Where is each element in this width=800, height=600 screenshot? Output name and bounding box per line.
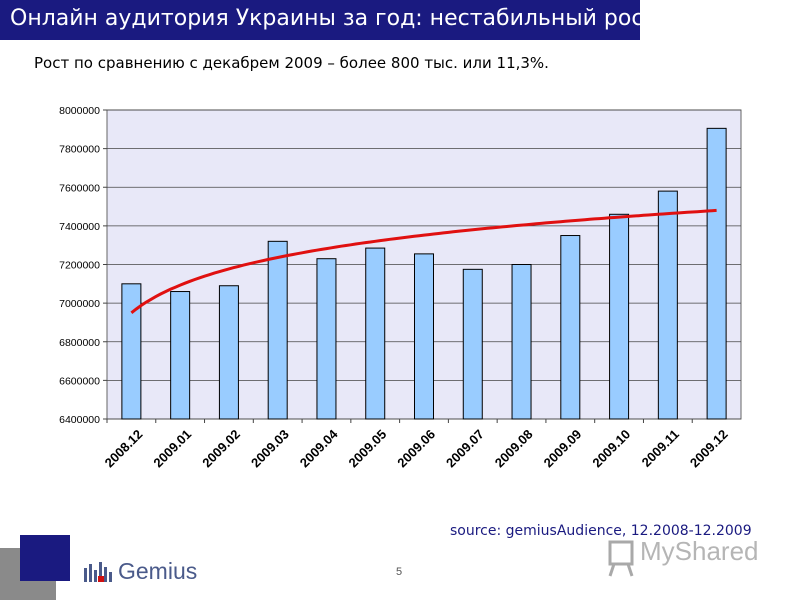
bar <box>218 285 239 420</box>
x-tick-label: 2009.09 <box>541 427 585 471</box>
bar-chart: 6400000 6600000 6800000 7000000 7200000 74000… <box>59 105 742 471</box>
bar <box>316 258 337 420</box>
x-tick-label: 2009.01 <box>150 427 194 471</box>
watermark-icon <box>608 540 634 577</box>
x-tick-label: 2009.06 <box>394 427 438 471</box>
bar <box>170 291 191 420</box>
y-tick-label: 6400000 <box>59 414 100 426</box>
bar <box>365 247 386 420</box>
bar <box>462 268 483 420</box>
x-tick-label: 2009.07 <box>443 427 487 471</box>
x-tick-label: 2008.12 <box>102 427 146 471</box>
bar <box>414 253 434 420</box>
decor-square-blue <box>20 535 70 581</box>
bar <box>609 213 630 420</box>
watermark-logo: MyShared <box>640 536 759 567</box>
x-tick-label: 2009.12 <box>687 427 731 471</box>
x-tick-label: 2009.08 <box>492 427 536 471</box>
bar <box>657 190 678 420</box>
y-tick-label: 6800000 <box>59 337 100 349</box>
x-tick-label: 2009.03 <box>248 427 292 471</box>
y-tick-label: 7600000 <box>59 182 100 194</box>
gemius-logo: Gemius <box>118 558 198 584</box>
trend-line <box>130 208 717 314</box>
source-text: source: gemiusAudience, 12.2008-12.2009 <box>450 523 752 539</box>
x-tick-label: 2009.10 <box>589 427 633 471</box>
gemius-logo-icon <box>84 562 112 582</box>
bar <box>706 127 727 420</box>
title-bar: Онлайн аудитория Украины за год: нестаби… <box>0 0 656 40</box>
y-tick-label: 8000000 <box>59 105 100 117</box>
y-tick-label: 7800000 <box>59 144 100 156</box>
y-tick-label: 7000000 <box>59 298 100 310</box>
bar <box>267 240 288 420</box>
x-tick-label: 2009.04 <box>297 426 341 470</box>
page-number: 5 <box>396 566 403 578</box>
bar <box>511 264 532 420</box>
bar <box>560 235 581 420</box>
y-tick-label: 6600000 <box>59 375 100 387</box>
slide-subtitle: Рост по сравнению с декабрем 2009 – боле… <box>34 54 549 72</box>
watermark-text: MyShared <box>640 536 759 566</box>
x-tick-label: 2009.11 <box>639 427 682 470</box>
x-tick-label: 2009.02 <box>199 427 243 471</box>
y-tick-label: 7200000 <box>59 260 100 272</box>
y-tick-label: 7400000 <box>59 221 100 233</box>
x-tick-label: 2009.05 <box>346 427 390 471</box>
slide-title: Онлайн аудитория Украины за год: нестаби… <box>10 6 657 31</box>
bar <box>121 283 142 420</box>
